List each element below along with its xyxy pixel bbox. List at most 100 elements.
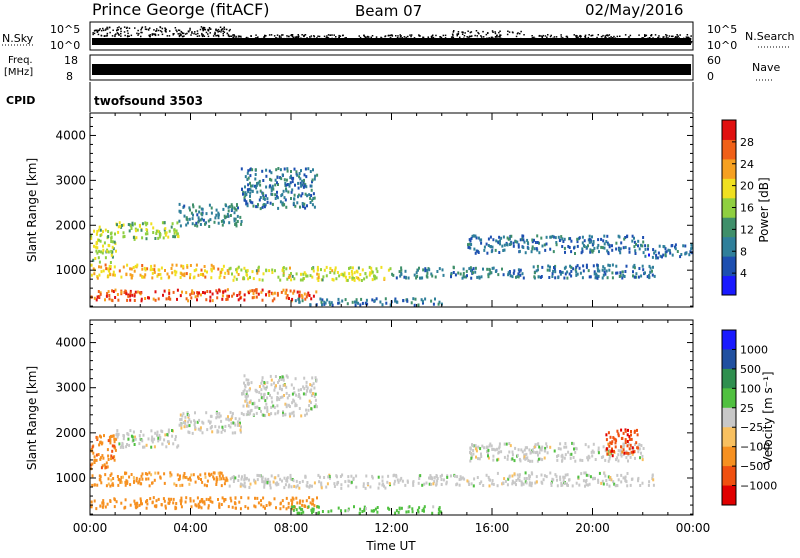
nsky-dot (604, 35, 607, 38)
velocity-cell (206, 479, 209, 483)
velocity-cell (560, 481, 563, 485)
power-cell (164, 269, 166, 272)
power-cell (637, 239, 640, 243)
velocity-cell (177, 478, 180, 482)
power-cell (669, 251, 672, 255)
velocity-cell (208, 474, 211, 478)
power-cell (549, 247, 552, 251)
velocity-cell (498, 445, 501, 449)
velocity-cell (314, 376, 317, 380)
power-cell (299, 177, 302, 181)
velocity-cell (188, 418, 191, 422)
power-cell (434, 297, 436, 301)
velocity-cell (265, 387, 267, 391)
velocity-cell (530, 450, 533, 454)
nsky-dot (677, 35, 679, 37)
velocity-cell (276, 396, 279, 399)
nsky-dot (575, 34, 577, 37)
velocity-cell (616, 429, 619, 433)
power-ytick-label: 3000 (55, 173, 86, 187)
velocity-cell (206, 484, 208, 488)
velocity-cell (637, 479, 640, 483)
velocity-cell (630, 430, 632, 433)
velocity-cell (262, 505, 265, 509)
nsky-dot (148, 34, 150, 37)
velocity-cell (194, 480, 197, 484)
velocity-cell (138, 479, 141, 483)
power-cell (119, 224, 122, 228)
velocity-cell (298, 407, 301, 410)
velocity-cell (91, 462, 94, 466)
nsky-dot (100, 29, 103, 32)
power-cell (615, 241, 618, 245)
power-cell (201, 211, 204, 215)
nsky-dot (442, 34, 445, 37)
velocity-cell (568, 478, 570, 482)
nsky-dot (342, 34, 344, 37)
velocity-cell (153, 445, 156, 449)
power-cell (370, 271, 373, 275)
nsky-dot (190, 34, 192, 36)
power-cell (655, 253, 658, 257)
velocity-cell (441, 473, 443, 477)
velocity-cell (362, 482, 365, 486)
velocity-cell (243, 481, 246, 485)
velocity-cell (627, 459, 629, 463)
velocity-cell (297, 388, 300, 392)
power-cell (156, 274, 159, 278)
nsky-dot (674, 36, 677, 38)
power-cell (685, 251, 688, 255)
velocity-cell (196, 496, 199, 500)
velocity-colorbar-swatch (722, 446, 736, 467)
power-cell (146, 267, 149, 271)
nsky-dot (410, 34, 413, 36)
power-cell (235, 224, 238, 228)
power-cell (196, 213, 199, 217)
power-cell (583, 239, 586, 243)
velocity-cell (295, 393, 298, 397)
power-cell (560, 235, 563, 239)
power-cell (572, 267, 575, 271)
velocity-cell (511, 453, 514, 457)
velocity-cell (276, 404, 279, 408)
velocity-cell (587, 445, 590, 449)
power-cell (109, 273, 112, 277)
velocity-cell (184, 415, 187, 419)
velocity-cell (187, 420, 190, 424)
power-cell (304, 192, 307, 196)
velocity-cell (296, 484, 299, 488)
power-cell (632, 270, 634, 274)
velocity-cell (239, 484, 242, 488)
velocity-cell (604, 458, 607, 462)
velocity-cell (167, 440, 170, 444)
power-cell (601, 268, 604, 272)
nsky-dot (97, 29, 100, 32)
nsky-dot (490, 36, 493, 39)
nsky-dot (127, 32, 129, 35)
velocity-cell (176, 445, 179, 449)
velocity-cell (487, 448, 490, 452)
velocity-cell (602, 482, 605, 486)
nsky-dot (93, 32, 96, 35)
velocity-cell (184, 421, 187, 425)
nsky-baseline (92, 38, 691, 45)
velocity-cell (538, 451, 541, 455)
nsky-dot (209, 28, 211, 30)
power-cell (473, 247, 476, 251)
velocity-cell (620, 473, 623, 477)
power-cell (298, 175, 301, 179)
power-cell (527, 247, 530, 250)
velocity-cell (274, 412, 277, 416)
velocity-cell (165, 445, 168, 449)
nsky-dot (120, 27, 122, 30)
power-cell (682, 244, 685, 248)
velocity-cell (647, 483, 650, 487)
power-cell (499, 239, 501, 243)
velocity-cell (458, 478, 461, 481)
power-cell (226, 212, 229, 216)
power-cell (597, 243, 600, 247)
velocity-cell (639, 484, 642, 487)
power-cell (418, 266, 420, 270)
power-cell (164, 231, 167, 235)
velocity-cell (537, 442, 540, 446)
